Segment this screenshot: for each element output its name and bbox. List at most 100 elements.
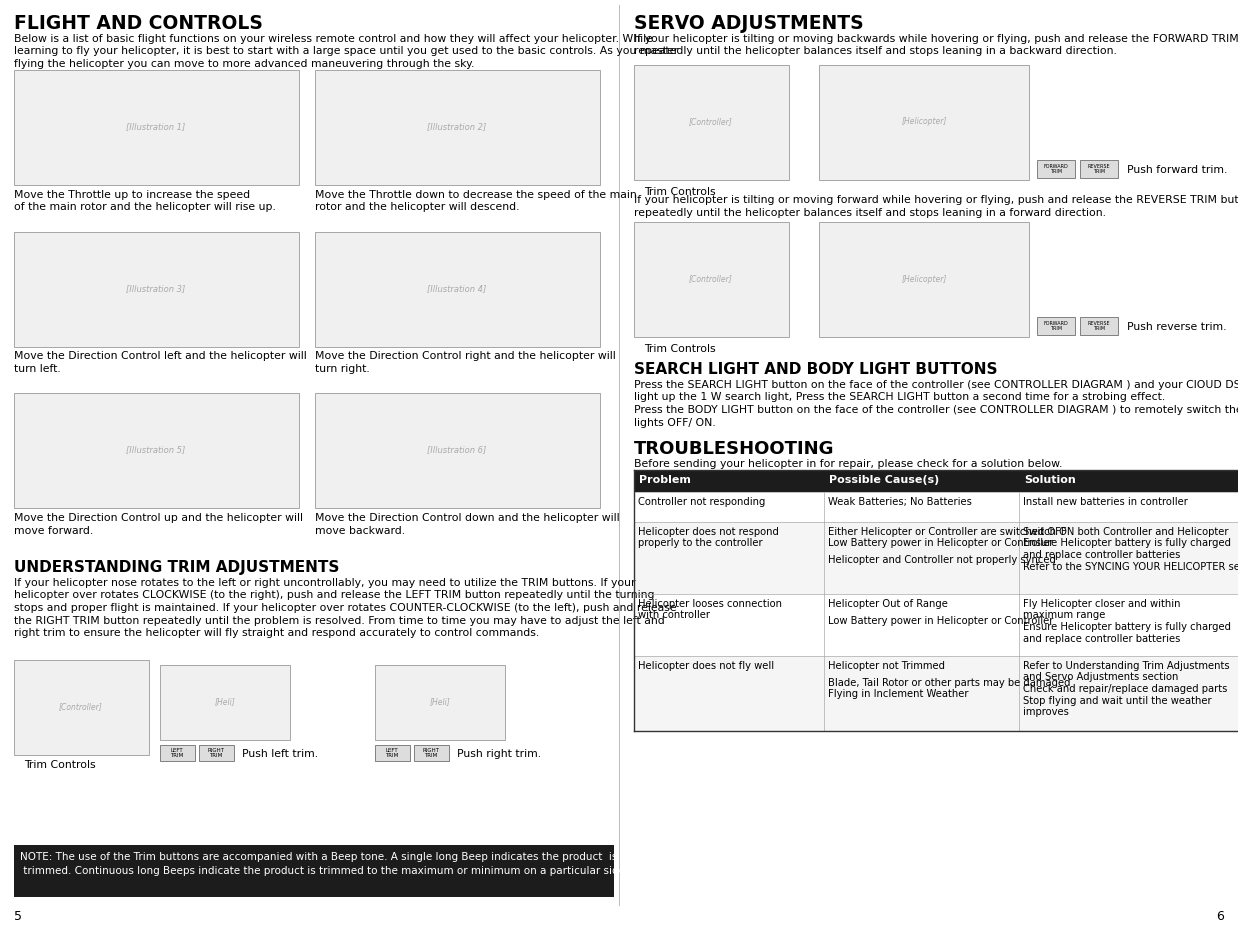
Bar: [160, 665, 290, 740]
Text: of the main rotor and the helicopter will rise up.: of the main rotor and the helicopter wil…: [14, 203, 276, 213]
Text: Move the Throttle up to increase the speed: Move the Throttle up to increase the spe…: [14, 190, 250, 200]
Text: Flying in Inclement Weather: Flying in Inclement Weather: [828, 689, 968, 699]
Bar: [14, 845, 614, 897]
Text: Helicopter does not fly well: Helicopter does not fly well: [638, 661, 774, 671]
Text: repeatedly until the helicopter balances itself and stops leaning in a forward d: repeatedly until the helicopter balances…: [634, 207, 1106, 217]
Text: Helicopter not Trimmed: Helicopter not Trimmed: [828, 661, 945, 671]
Text: If your helicopter is tilting or moving backwards while hovering or flying, push: If your helicopter is tilting or moving …: [634, 34, 1238, 44]
Text: FLIGHT AND CONTROLS: FLIGHT AND CONTROLS: [14, 14, 262, 33]
Bar: [413, 745, 449, 761]
Text: lights OFF/ ON.: lights OFF/ ON.: [634, 417, 716, 427]
Text: maximum range: maximum range: [1023, 610, 1106, 621]
Text: Press the BODY LIGHT button on the face of the controller (see CONTROLLER DIAGRA: Press the BODY LIGHT button on the face …: [634, 405, 1238, 415]
Text: Weak Batteries; No Batteries: Weak Batteries; No Batteries: [828, 497, 972, 507]
Text: Ensure Helicopter battery is fully charged: Ensure Helicopter battery is fully charg…: [1023, 538, 1231, 549]
Text: Helicopter Out of Range: Helicopter Out of Range: [828, 599, 948, 609]
Text: Trim Controls: Trim Controls: [644, 344, 716, 354]
Text: right trim to ensure the helicopter will fly straight and respond accurately to : right trim to ensure the helicopter will…: [14, 628, 540, 638]
Text: FORWARD
TRIM: FORWARD TRIM: [1044, 164, 1068, 175]
Text: Helicopter looses connection: Helicopter looses connection: [638, 599, 782, 609]
Text: If your helicopter is tilting or moving forward while hovering or flying, push a: If your helicopter is tilting or moving …: [634, 195, 1238, 205]
Bar: [14, 70, 300, 185]
Text: Before sending your helicopter in for repair, please check for a solution below.: Before sending your helicopter in for re…: [634, 459, 1062, 469]
Text: 6: 6: [1216, 910, 1224, 923]
Text: LEFT
TRIM: LEFT TRIM: [171, 747, 183, 758]
Text: Switch ON both Controller and Helicopter: Switch ON both Controller and Helicopter: [1023, 527, 1228, 537]
Text: SEARCH LIGHT AND BODY LIGHT BUTTONS: SEARCH LIGHT AND BODY LIGHT BUTTONS: [634, 362, 998, 377]
Bar: [820, 65, 1029, 180]
Bar: [634, 222, 789, 337]
Bar: [820, 222, 1029, 337]
Text: Below is a list of basic flight functions on your wireless remote control and ho: Below is a list of basic flight function…: [14, 34, 652, 44]
Text: trimmed. Continuous long Beeps indicate the product is trimmed to the maximum or: trimmed. Continuous long Beeps indicate …: [20, 866, 629, 876]
Text: Check and repair/replace damaged parts: Check and repair/replace damaged parts: [1023, 684, 1227, 694]
Text: Low Battery power in Helicopter or Controller: Low Battery power in Helicopter or Contr…: [828, 538, 1054, 549]
Bar: [1080, 317, 1118, 335]
Text: [Controller]: [Controller]: [690, 117, 733, 127]
Bar: [160, 745, 196, 761]
Bar: [314, 232, 600, 347]
Bar: [634, 594, 1238, 656]
Bar: [1037, 160, 1075, 178]
Text: Ensure Helicopter battery is fully charged: Ensure Helicopter battery is fully charg…: [1023, 622, 1231, 632]
Bar: [634, 470, 1238, 492]
Text: Helicopter does not respond: Helicopter does not respond: [638, 527, 779, 537]
Text: [Illustration 5]: [Illustration 5]: [126, 446, 186, 454]
Bar: [1080, 160, 1118, 178]
Text: Problem: Problem: [639, 475, 691, 485]
Text: If your helicopter nose rotates to the left or right uncontrollably, you may nee: If your helicopter nose rotates to the l…: [14, 578, 635, 588]
Text: Blade, Tail Rotor or other parts may be damaged: Blade, Tail Rotor or other parts may be …: [828, 677, 1071, 687]
Text: Trim Controls: Trim Controls: [644, 187, 716, 197]
Text: 5: 5: [14, 910, 22, 923]
Text: [Helicopter]: [Helicopter]: [901, 117, 947, 127]
Text: RIGHT
TRIM: RIGHT TRIM: [208, 747, 224, 758]
Bar: [634, 522, 1238, 594]
Text: [Illustration 1]: [Illustration 1]: [126, 122, 186, 131]
Text: [Illustration 2]: [Illustration 2]: [427, 122, 487, 131]
Text: Move the Direction Control left and the helicopter will: Move the Direction Control left and the …: [14, 351, 307, 361]
Text: [Controller]: [Controller]: [59, 702, 103, 711]
Bar: [314, 70, 600, 185]
Text: the RIGHT TRIM button repeatedly until the problem is resolved. From time to tim: the RIGHT TRIM button repeatedly until t…: [14, 615, 665, 625]
Text: Trim Controls: Trim Controls: [24, 760, 95, 770]
Text: and replace controller batteries: and replace controller batteries: [1023, 550, 1180, 560]
Text: Move the Direction Control up and the helicopter will: Move the Direction Control up and the he…: [14, 513, 303, 523]
Bar: [314, 393, 600, 508]
Text: RIGHT
TRIM: RIGHT TRIM: [422, 747, 439, 758]
Text: Possible Cause(s): Possible Cause(s): [829, 475, 940, 485]
Text: Controller not responding: Controller not responding: [638, 497, 765, 507]
Bar: [14, 660, 149, 755]
Text: learning to fly your helicopter, it is best to start with a large space until yo: learning to fly your helicopter, it is b…: [14, 46, 678, 56]
Text: [Controller]: [Controller]: [690, 275, 733, 283]
Bar: [375, 745, 410, 761]
Text: Solution: Solution: [1024, 475, 1076, 485]
Text: Helicopter and Controller not properly synced: Helicopter and Controller not properly s…: [828, 555, 1056, 565]
Text: Move the Throttle down to decrease the speed of the main: Move the Throttle down to decrease the s…: [314, 190, 636, 200]
Text: with controller: with controller: [638, 610, 711, 621]
Text: rotor and the helicopter will descend.: rotor and the helicopter will descend.: [314, 203, 520, 213]
Text: Either Helicopter or Controller are switched OFF: Either Helicopter or Controller are swit…: [828, 527, 1067, 537]
Text: [Illustration 4]: [Illustration 4]: [427, 285, 487, 293]
Bar: [634, 656, 1238, 731]
Text: TROUBLESHOOTING: TROUBLESHOOTING: [634, 440, 834, 458]
Text: Move the Direction Control right and the helicopter will: Move the Direction Control right and the…: [314, 351, 615, 361]
Text: UNDERSTANDING TRIM ADJUSTMENTS: UNDERSTANDING TRIM ADJUSTMENTS: [14, 560, 339, 575]
Text: Refer to the SYNCING YOUR HELICOPTER section: Refer to the SYNCING YOUR HELICOPTER sec…: [1023, 561, 1238, 572]
Text: REVERSE
TRIM: REVERSE TRIM: [1088, 321, 1110, 331]
Text: [Illustration 3]: [Illustration 3]: [126, 285, 186, 293]
Text: flying the helicopter you can move to more advanced maneuvering through the sky.: flying the helicopter you can move to mo…: [14, 59, 474, 69]
Text: [Illustration 6]: [Illustration 6]: [427, 446, 487, 454]
Text: Refer to Understanding Trim Adjustments: Refer to Understanding Trim Adjustments: [1023, 661, 1229, 671]
Bar: [634, 492, 1238, 522]
Text: FORWARD
TRIM: FORWARD TRIM: [1044, 321, 1068, 331]
Text: light up the 1 W search light, Press the SEARCH LIGHT button a second time for a: light up the 1 W search light, Press the…: [634, 392, 1165, 402]
Bar: [199, 745, 234, 761]
Text: and Servo Adjustments section: and Servo Adjustments section: [1023, 672, 1179, 683]
Text: move forward.: move forward.: [14, 525, 93, 536]
Text: REVERSE
TRIM: REVERSE TRIM: [1088, 164, 1110, 175]
Bar: [14, 393, 300, 508]
Text: improves: improves: [1023, 707, 1068, 717]
Text: Fly Helicopter closer and within: Fly Helicopter closer and within: [1023, 599, 1181, 609]
Text: Push left trim.: Push left trim.: [241, 749, 318, 759]
Text: Push reverse trim.: Push reverse trim.: [1127, 322, 1227, 332]
